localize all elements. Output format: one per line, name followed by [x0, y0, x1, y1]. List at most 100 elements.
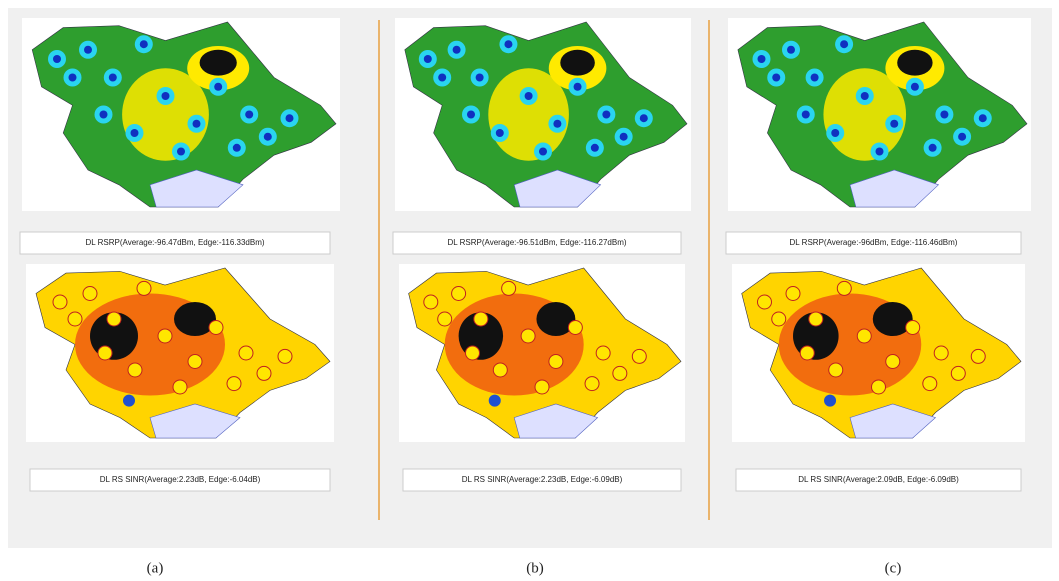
cell-site: [824, 395, 836, 407]
cell-site: [911, 83, 919, 91]
sinr-caption: DL RS SINR(Average:2.23dB, Edge:-6.04dB): [100, 475, 261, 484]
cell-site: [923, 377, 937, 391]
cell-site: [971, 349, 985, 363]
coverage-zone: [897, 50, 932, 76]
cell-site: [424, 55, 432, 63]
cell-site: [837, 281, 851, 295]
cell-site: [453, 46, 461, 54]
cell-site: [890, 120, 898, 128]
cell-site: [474, 312, 488, 326]
cell-site: [489, 395, 501, 407]
cell-site: [98, 346, 112, 360]
cell-site: [591, 144, 599, 152]
cell-site: [831, 129, 839, 137]
cell-site: [502, 281, 516, 295]
cell-site: [68, 312, 82, 326]
cell-site: [188, 355, 202, 369]
cell-site: [214, 83, 222, 91]
cell-site: [84, 46, 92, 54]
cell-site: [934, 346, 948, 360]
coverage-zone: [560, 50, 595, 76]
cell-site: [264, 133, 272, 141]
cell-site: [452, 287, 466, 301]
cell-site: [811, 74, 819, 82]
cell-site: [424, 295, 438, 309]
cell-site: [549, 355, 563, 369]
coverage-zone: [200, 50, 237, 76]
cell-site: [128, 363, 142, 377]
cell-site: [209, 321, 223, 335]
cell-site: [83, 287, 97, 301]
cell-site: [539, 148, 547, 156]
cell-site: [800, 346, 814, 360]
cell-site: [158, 329, 172, 343]
cell-site: [886, 355, 900, 369]
cell-site: [140, 40, 148, 48]
rsrp-caption: DL RSRP(Average:-96.47dBm, Edge:-116.33d…: [85, 238, 264, 247]
cell-site: [940, 111, 948, 119]
cell-site: [525, 92, 533, 100]
cell-site: [257, 366, 271, 380]
cell-site: [951, 366, 965, 380]
cell-site: [162, 92, 170, 100]
cell-site: [640, 114, 648, 122]
cell-site: [535, 380, 549, 394]
cell-site: [568, 321, 582, 335]
cell-site: [840, 40, 848, 48]
cell-site: [786, 287, 800, 301]
cell-site: [787, 46, 795, 54]
cell-site: [553, 120, 561, 128]
cell-site: [857, 329, 871, 343]
cell-site: [177, 148, 185, 156]
cell-site: [613, 366, 627, 380]
cell-site: [958, 133, 966, 141]
cell-site: [876, 148, 884, 156]
cell-site: [193, 120, 201, 128]
cell-site: [802, 111, 810, 119]
cell-site: [758, 295, 772, 309]
cell-site: [493, 363, 507, 377]
cell-site: [438, 74, 446, 82]
cell-site: [53, 55, 61, 63]
cell-site: [632, 349, 646, 363]
cell-site: [620, 133, 628, 141]
cell-site: [107, 312, 121, 326]
cell-site: [131, 129, 139, 137]
cell-site: [772, 74, 780, 82]
cell-site: [438, 312, 452, 326]
cell-site: [466, 346, 480, 360]
cell-site: [602, 111, 610, 119]
cell-site: [929, 144, 937, 152]
cell-site: [278, 349, 292, 363]
cell-site: [286, 114, 294, 122]
cell-site: [100, 111, 108, 119]
cell-site: [476, 74, 484, 82]
cell-site: [521, 329, 535, 343]
rsrp-caption: DL RSRP(Average:-96dBm, Edge:-116.46dBm): [790, 238, 958, 247]
cell-site: [239, 346, 253, 360]
cell-site: [872, 380, 886, 394]
sinr-caption: DL RS SINR(Average:2.23dB, Edge:-6.09dB): [462, 475, 623, 484]
cell-site: [137, 281, 151, 295]
cell-site: [906, 321, 920, 335]
cell-site: [758, 55, 766, 63]
cell-site: [69, 74, 77, 82]
panel-label: (b): [526, 560, 544, 576]
cell-site: [467, 111, 475, 119]
cell-site: [123, 395, 135, 407]
cell-site: [829, 363, 843, 377]
cell-site: [596, 346, 610, 360]
cell-site: [809, 312, 823, 326]
cell-site: [245, 111, 253, 119]
figure-canvas: DL RSRP(Average:-96.47dBm, Edge:-116.33d…: [0, 0, 1059, 581]
cell-site: [496, 129, 504, 137]
cell-site: [173, 380, 187, 394]
rsrp-caption: DL RSRP(Average:-96.51dBm, Edge:-116.27d…: [447, 238, 626, 247]
cell-site: [227, 377, 241, 391]
sinr-caption: DL RS SINR(Average:2.09dB, Edge:-6.09dB): [798, 475, 959, 484]
cell-site: [585, 377, 599, 391]
cell-site: [504, 40, 512, 48]
figure: DL RSRP(Average:-96.47dBm, Edge:-116.33d…: [0, 0, 1059, 581]
cell-site: [233, 144, 241, 152]
cell-site: [979, 114, 987, 122]
